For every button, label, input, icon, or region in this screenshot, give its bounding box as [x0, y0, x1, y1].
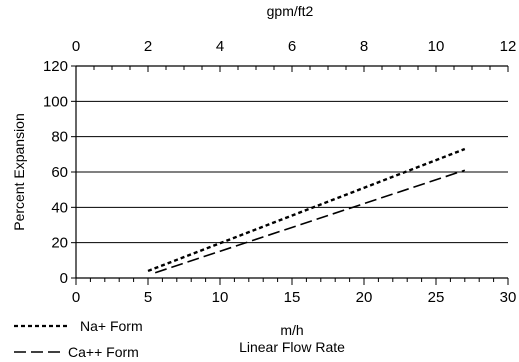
x-tick-label-0: 0 — [72, 289, 80, 306]
series-lines — [147, 147, 466, 274]
y-tick-label-60: 60 — [51, 164, 68, 181]
x2-tick-label-6: 6 — [288, 38, 296, 55]
y-tick-label-40: 40 — [51, 199, 68, 216]
x-axis-title: m/h — [280, 322, 303, 338]
x-tick-label-30: 30 — [500, 289, 517, 306]
x2-tick-label-2: 2 — [144, 38, 152, 55]
grid-lines — [76, 65, 508, 279]
x-tick-label-20: 20 — [356, 289, 373, 306]
x2-tick-label-4: 4 — [216, 38, 224, 55]
x2-tick-label-0: 0 — [72, 38, 80, 55]
y-tick-label-80: 80 — [51, 129, 68, 146]
y-tick-label-120: 120 — [43, 58, 68, 75]
series-line-ca-form — [154, 169, 466, 274]
legend-label-na-form: Na+ Form — [80, 318, 143, 334]
x2-tick-label-10: 10 — [428, 38, 445, 55]
x-tick-label-5: 5 — [144, 289, 152, 306]
x2-axis-title: gpm/ft2 — [267, 3, 314, 19]
y-axis-title: Percent Expansion — [11, 113, 27, 231]
x2-tick-label-8: 8 — [360, 38, 368, 55]
x2-tick-label-12: 12 — [500, 38, 517, 55]
x-tick-label-15: 15 — [284, 289, 301, 306]
axes — [71, 65, 509, 285]
x-tick-label-10: 10 — [212, 289, 229, 306]
y-tick-label-100: 100 — [43, 93, 68, 110]
x-tick-label-25: 25 — [428, 289, 445, 306]
y-tick-label-20: 20 — [51, 235, 68, 252]
x-axis-subtitle: Linear Flow Rate — [239, 339, 345, 355]
series-line-na-form — [147, 147, 466, 273]
y-tick-label-0: 0 — [60, 270, 68, 287]
legend: Na+ Form Ca++ Form — [14, 318, 143, 360]
legend-label-ca-form: Ca++ Form — [68, 344, 139, 360]
